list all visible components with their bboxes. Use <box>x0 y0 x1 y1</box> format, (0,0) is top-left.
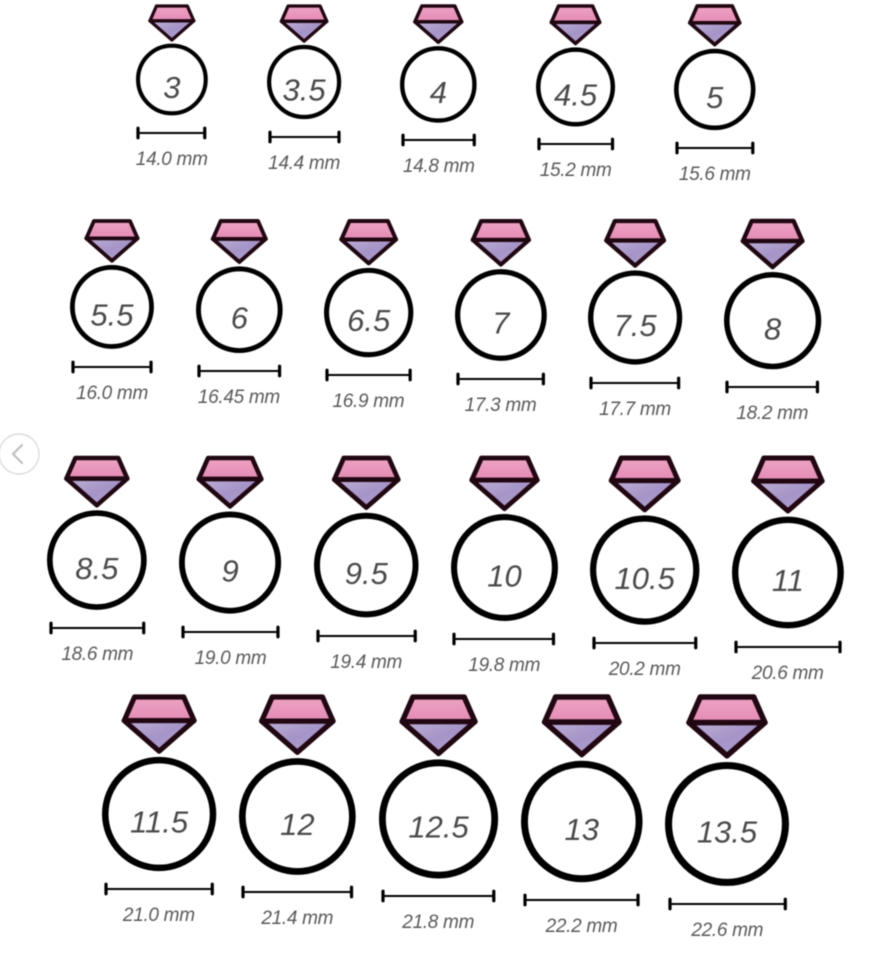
svg-text:9: 9 <box>222 554 239 589</box>
svg-text:8: 8 <box>764 311 782 346</box>
svg-text:8.5: 8.5 <box>76 551 120 586</box>
svg-text:4: 4 <box>430 75 447 110</box>
svg-text:12.5: 12.5 <box>408 809 469 844</box>
svg-text:5.5: 5.5 <box>91 298 135 333</box>
svg-text:10.5: 10.5 <box>615 561 676 596</box>
svg-text:7: 7 <box>492 306 511 341</box>
svg-text:4.5: 4.5 <box>554 77 598 112</box>
svg-text:13: 13 <box>564 812 598 847</box>
svg-text:6: 6 <box>230 300 248 335</box>
svg-text:12: 12 <box>280 807 314 842</box>
svg-text:11.5: 11.5 <box>130 804 189 839</box>
svg-text:13.5: 13.5 <box>697 814 758 849</box>
svg-text:3: 3 <box>163 70 180 105</box>
svg-text:6.5: 6.5 <box>347 303 391 338</box>
svg-text:3.5: 3.5 <box>283 72 327 107</box>
svg-text:10: 10 <box>487 559 521 594</box>
svg-text:9.5: 9.5 <box>345 556 389 591</box>
svg-text:5: 5 <box>706 80 724 115</box>
svg-text:7.5: 7.5 <box>614 308 658 343</box>
svg-text:11: 11 <box>772 564 804 599</box>
